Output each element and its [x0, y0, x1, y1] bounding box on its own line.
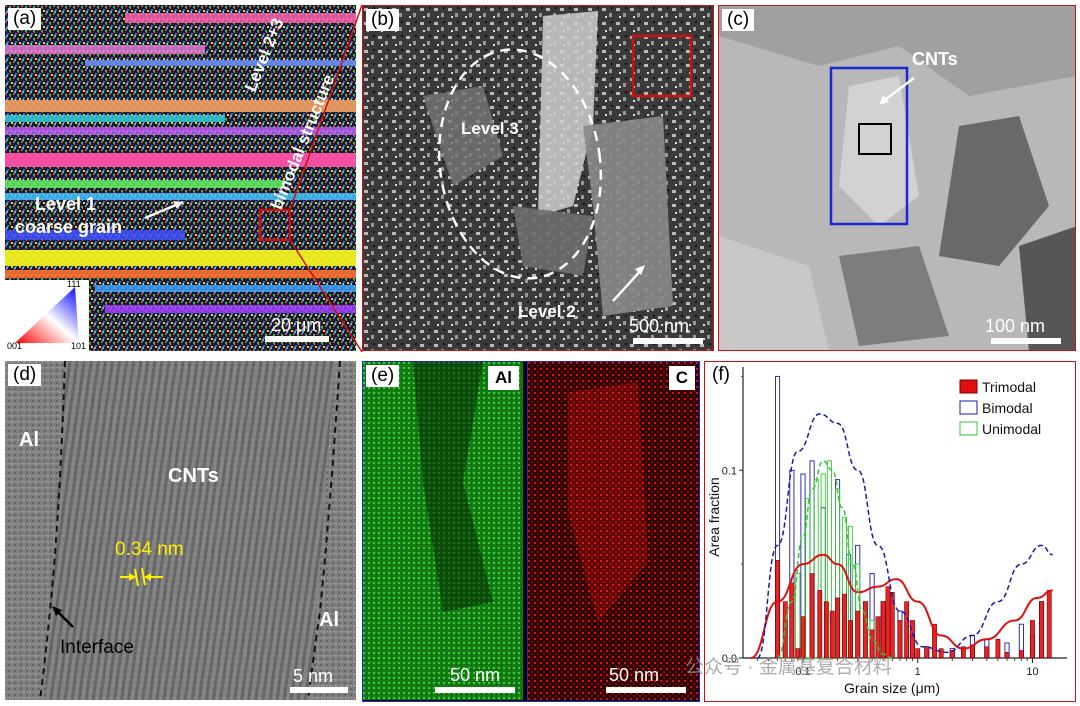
- legend-label-bimodal: Bimodal: [982, 400, 1033, 416]
- unimodal-bar: [820, 473, 826, 659]
- trimodal-bar: [932, 623, 937, 659]
- legend-swatch-trimodal: [959, 379, 978, 394]
- trimodal-bar: [880, 601, 886, 659]
- y-tick-label: 0.0: [722, 653, 737, 665]
- trimodal-bar: [817, 590, 823, 659]
- y-axis-label: Area fraction: [706, 477, 722, 556]
- panel-e-eds-maps: (e) Al C 50 nm 50 nm: [362, 361, 700, 702]
- trimodal-bar: [960, 646, 966, 659]
- lattice-spacing-label: 0.34 nm: [115, 539, 184, 560]
- panel-a-label: (a): [8, 8, 42, 30]
- trimodal-bar: [915, 648, 921, 659]
- x-tick-label: 1: [915, 666, 921, 678]
- x-tick-label: 10: [1026, 666, 1038, 678]
- trimodal-bar: [1039, 601, 1044, 659]
- trimodal-bar: [889, 591, 895, 659]
- panel-f-label: (f): [707, 364, 735, 386]
- panel-e-label: (e): [366, 365, 400, 387]
- trimodal-bar: [824, 601, 829, 659]
- legend-label-unimodal: Unimodal: [982, 421, 1041, 437]
- watermark-text: 公众号 · 金属基复合材料: [685, 657, 892, 678]
- trimodal-bar: [904, 601, 910, 659]
- legend-swatch-bimodal: [959, 400, 978, 415]
- trimodal-bar: [938, 648, 944, 659]
- trimodal-bar: [1046, 590, 1052, 659]
- panel-f-chart: (f) 0.1 1 10 0.0 0.1 Trimodal Bimodal Unimodal…: [704, 361, 1076, 702]
- trimodal-bar: [809, 573, 815, 659]
- trimodal-bar: [835, 597, 840, 659]
- trimodal-bar: [995, 638, 1001, 659]
- panel-a-scale-text: 20 μm: [271, 315, 322, 335]
- trimodal-bar: [782, 601, 788, 659]
- tem-micrograph-b: [363, 6, 713, 350]
- panel-d-scale-text: 5 nm: [293, 666, 334, 686]
- al-label-right: Al: [319, 609, 339, 631]
- trimodal-bar: [863, 601, 868, 659]
- trimodal-bar: [855, 610, 861, 659]
- hrtem-micrograph: [5, 361, 356, 700]
- trimodal-bar: [775, 560, 780, 659]
- unimodal-bar: [805, 497, 811, 659]
- c-eds-map-image: [528, 362, 699, 700]
- x-axis-label: Grain size (μm): [844, 680, 940, 696]
- trimodal-bar: [924, 646, 930, 659]
- trimodal-bar: [1004, 652, 1010, 659]
- trimodal-fit-curve: [750, 553, 1053, 659]
- tem-micrograph-c: [719, 6, 1075, 350]
- trimodal-bar: [842, 593, 847, 659]
- trimodal-bar: [910, 620, 915, 659]
- trimodal-bar: [1030, 620, 1035, 659]
- trimodal-bar: [984, 646, 990, 659]
- interface-label: Interface: [60, 637, 134, 658]
- panel-c-scale-text: 100 nm: [985, 316, 1046, 336]
- ipf-label-111: 111: [67, 279, 81, 289]
- panel-c-tem-image: (c) CNTs 100 nm: [718, 5, 1076, 351]
- trimodal-bar: [789, 582, 795, 659]
- panel-b-scale-text: 500 nm: [629, 316, 690, 336]
- al-eds-map: [363, 362, 523, 700]
- al-map-label: Al: [488, 366, 519, 390]
- coarse-grain-label: coarse grain: [15, 217, 123, 237]
- panel-b-tem-image: (b) Level 3 Level 2 500 nm: [362, 5, 714, 351]
- cnts-label-d: CNTs: [168, 465, 219, 487]
- trimodal-bar: [848, 620, 854, 659]
- trimodal-bar: [795, 648, 801, 659]
- level2-label: Level 2: [518, 302, 576, 321]
- unimodal-fit-curve: [776, 460, 893, 659]
- panel-b-label: (b): [366, 9, 400, 31]
- al-label-left: Al: [19, 429, 39, 451]
- ipf-label-101: 101: [71, 341, 87, 351]
- trimodal-bar: [885, 586, 891, 659]
- trimodal-bar: [897, 620, 903, 659]
- legend-swatch-unimodal: [959, 421, 978, 436]
- legend-label-trimodal: Trimodal: [982, 379, 1036, 395]
- bimodal-fit-curve: [756, 413, 1053, 659]
- trimodal-bar: [829, 610, 835, 659]
- trimodal-bar: [869, 629, 875, 659]
- panel-d-hrtem-image: (d) Al Al CNTs 0.34 nm Interface 5 nm: [5, 361, 356, 700]
- grain-size-distribution-chart: 0.1 1 10 0.0 0.1 Trimodal Bimodal Unimodal Are…: [706, 367, 1067, 696]
- panel-c-label: (c): [722, 9, 755, 31]
- trimodal-bar: [800, 616, 806, 659]
- c-eds-map: [527, 362, 699, 700]
- x-tick-label: 0.1: [795, 666, 810, 678]
- y-tick-label: 0.1: [722, 465, 737, 477]
- panel-a-ebsd-map: (a) Level 1 coarse grain Level 2+3 bimod…: [5, 5, 356, 351]
- trimodal-bar: [875, 616, 881, 659]
- cnts-label-c: CNTs: [912, 49, 958, 69]
- level1-label: Level 1: [35, 194, 97, 214]
- c-map-scale-text: 50 nm: [609, 665, 660, 685]
- c-map-label: C: [668, 366, 695, 390]
- al-map-scale-text: 50 nm: [450, 665, 501, 685]
- level3-label: Level 3: [461, 119, 519, 138]
- panel-d-label: (d): [8, 364, 42, 386]
- trimodal-bar: [1018, 650, 1024, 659]
- ebsd-grain-map-image: [5, 5, 356, 351]
- al-eds-map-image: [363, 362, 523, 700]
- ipf-label-001: 001: [7, 341, 23, 351]
